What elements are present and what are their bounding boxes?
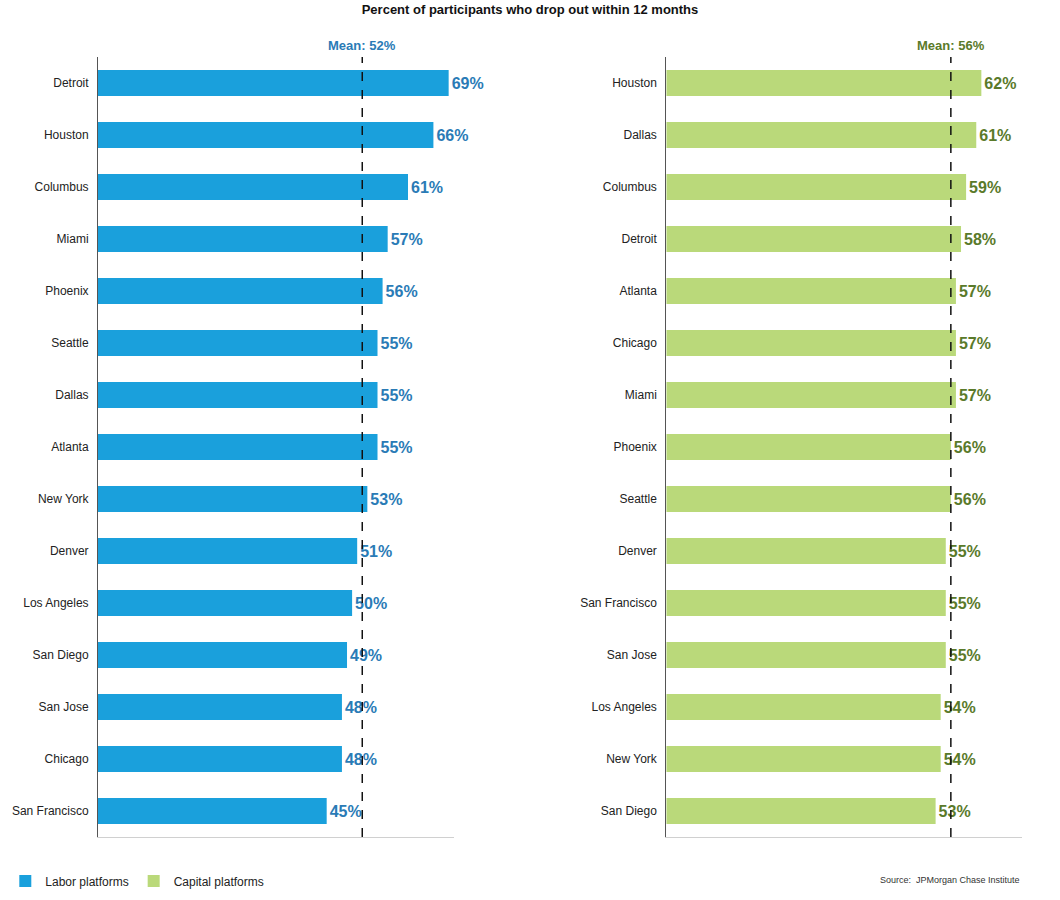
svg-text:55%: 55% <box>949 595 981 612</box>
svg-text:Percent of participants who dr: Percent of participants who drop out wit… <box>362 2 699 17</box>
svg-text:57%: 57% <box>959 283 991 300</box>
svg-text:San Diego: San Diego <box>601 804 657 818</box>
svg-text:San Jose: San Jose <box>607 648 657 662</box>
svg-text:53%: 53% <box>939 803 971 820</box>
svg-text:55%: 55% <box>949 647 981 664</box>
svg-text:62%: 62% <box>984 75 1016 92</box>
svg-text:55%: 55% <box>381 387 413 404</box>
svg-text:Columbus: Columbus <box>603 180 657 194</box>
svg-text:Atlanta: Atlanta <box>51 440 89 454</box>
svg-text:Denver: Denver <box>50 544 89 558</box>
svg-text:San Francisco: San Francisco <box>580 596 657 610</box>
svg-text:69%: 69% <box>452 75 484 92</box>
svg-text:Miami: Miami <box>625 388 657 402</box>
svg-text:55%: 55% <box>949 543 981 560</box>
svg-text:Mean: 56%: Mean: 56% <box>917 38 985 53</box>
svg-text:45%: 45% <box>330 803 362 820</box>
svg-text:San Francisco: San Francisco <box>12 804 89 818</box>
svg-text:Detroit: Detroit <box>53 76 89 90</box>
svg-text:Labor platforms: Labor platforms <box>45 875 128 889</box>
svg-text:Detroit: Detroit <box>622 232 658 246</box>
svg-text:58%: 58% <box>964 231 996 248</box>
svg-text:Phoenix: Phoenix <box>45 284 88 298</box>
svg-text:51%: 51% <box>360 543 392 560</box>
svg-text:56%: 56% <box>954 491 986 508</box>
svg-text:New York: New York <box>606 752 658 766</box>
svg-text:54%: 54% <box>944 699 976 716</box>
svg-text:San Jose: San Jose <box>39 700 89 714</box>
svg-text:Capital platforms: Capital platforms <box>174 875 264 889</box>
svg-text:49%: 49% <box>350 647 382 664</box>
svg-text:57%: 57% <box>391 231 423 248</box>
svg-text:Dallas: Dallas <box>55 388 88 402</box>
svg-text:San Diego: San Diego <box>33 648 89 662</box>
svg-text:Phoenix: Phoenix <box>613 440 656 454</box>
svg-text:Los Angeles: Los Angeles <box>591 700 656 714</box>
svg-text:Houston: Houston <box>612 76 657 90</box>
svg-text:61%: 61% <box>411 179 443 196</box>
svg-text:59%: 59% <box>969 179 1001 196</box>
svg-text:Denver: Denver <box>618 544 657 558</box>
svg-text:Chicago: Chicago <box>45 752 89 766</box>
svg-text:Atlanta: Atlanta <box>620 284 658 298</box>
svg-text:New York: New York <box>38 492 90 506</box>
svg-text:Seattle: Seattle <box>620 492 658 506</box>
svg-text:56%: 56% <box>386 283 418 300</box>
svg-text:Source: JPMorgan Chase Instit: Source: JPMorgan Chase Institute <box>880 875 1020 885</box>
svg-text:53%: 53% <box>370 491 402 508</box>
svg-text:55%: 55% <box>381 439 413 456</box>
svg-text:Miami: Miami <box>57 232 89 246</box>
svg-text:Seattle: Seattle <box>51 336 89 350</box>
svg-text:56%: 56% <box>954 439 986 456</box>
svg-text:55%: 55% <box>381 335 413 352</box>
svg-text:54%: 54% <box>944 751 976 768</box>
svg-text:57%: 57% <box>959 387 991 404</box>
svg-text:Chicago: Chicago <box>613 336 657 350</box>
svg-text:48%: 48% <box>345 751 377 768</box>
svg-text:50%: 50% <box>355 595 387 612</box>
svg-text:61%: 61% <box>979 127 1011 144</box>
svg-text:Dallas: Dallas <box>624 128 657 142</box>
svg-text:Los Angeles: Los Angeles <box>23 596 88 610</box>
svg-text:Houston: Houston <box>44 128 89 142</box>
svg-text:66%: 66% <box>436 127 468 144</box>
svg-text:48%: 48% <box>345 699 377 716</box>
svg-text:57%: 57% <box>959 335 991 352</box>
svg-text:Mean: 52%: Mean: 52% <box>328 38 396 53</box>
svg-text:Columbus: Columbus <box>35 180 89 194</box>
